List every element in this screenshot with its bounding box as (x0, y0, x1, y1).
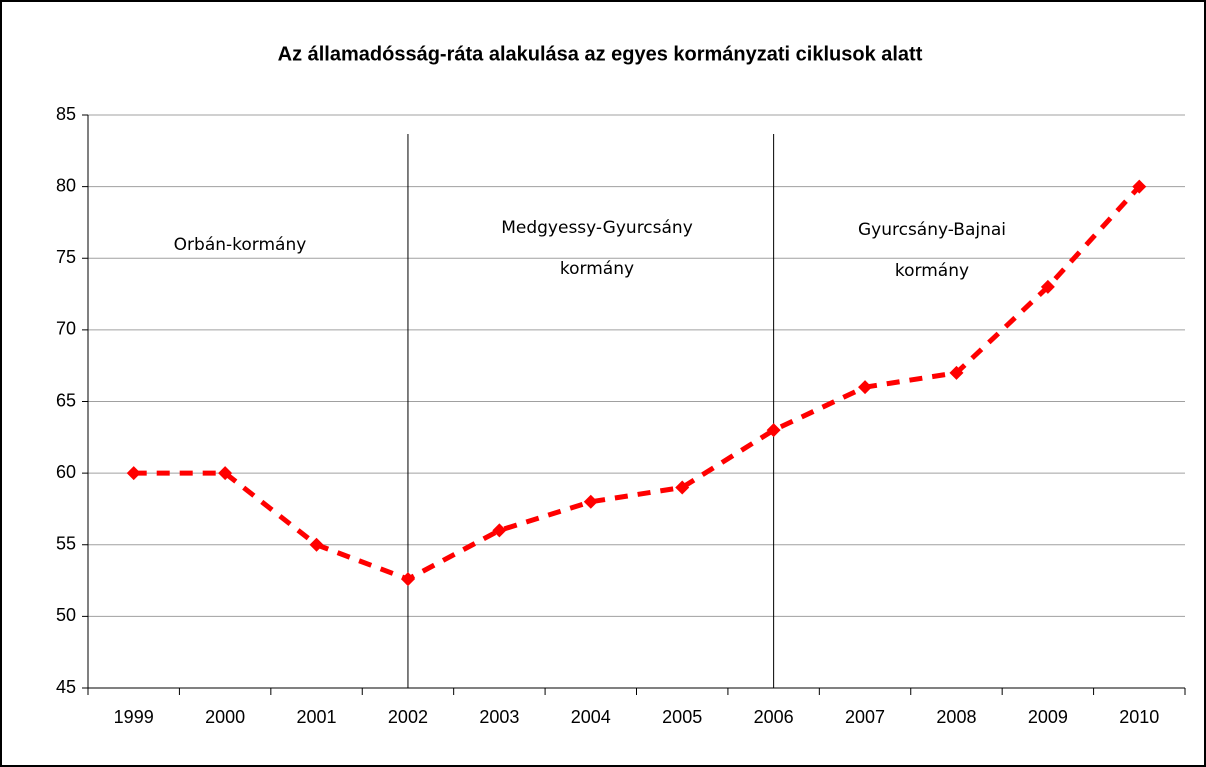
data-point (1132, 179, 1147, 194)
x-tick-label: 2006 (754, 707, 794, 727)
y-tick-label: 45 (56, 677, 76, 697)
data-line (133, 184, 1142, 582)
data-point (766, 423, 781, 438)
x-tick-label: 2001 (297, 707, 337, 727)
y-tick-label: 80 (56, 175, 76, 195)
data-point (675, 480, 690, 495)
annotation: Orbán-kormány (174, 235, 307, 255)
x-tick-label: 2003 (479, 707, 519, 727)
data-point (949, 365, 964, 380)
data-point (1040, 279, 1055, 294)
annotation: kormány (895, 261, 969, 281)
annotation: kormány (560, 259, 634, 279)
y-tick-label: 70 (56, 319, 76, 339)
y-tick-label: 75 (56, 247, 76, 267)
data-point (400, 572, 415, 587)
x-tick-label: 2007 (845, 707, 885, 727)
x-tick-label: 1999 (114, 707, 154, 727)
data-point (583, 494, 598, 509)
x-tick-label: 2000 (205, 707, 245, 727)
y-tick-label: 50 (56, 605, 76, 625)
data-point (858, 380, 873, 395)
annotation: Medgyessy-Gyurcsány (501, 218, 693, 238)
data-point (126, 466, 141, 481)
y-tick-label: 65 (56, 390, 76, 410)
x-tick-label: 2010 (1119, 707, 1159, 727)
x-tick-label: 2002 (388, 707, 428, 727)
x-tick-label: 2009 (1028, 707, 1068, 727)
x-tick-label: 2005 (662, 707, 702, 727)
x-tick-label: 2004 (571, 707, 611, 727)
y-tick-label: 85 (56, 104, 76, 124)
chart-title: Az államadósság-ráta alakulása az egyes … (278, 43, 923, 65)
x-tick-label: 2008 (936, 707, 976, 727)
y-tick-label: 60 (56, 462, 76, 482)
data-point (309, 537, 324, 552)
y-tick-label: 55 (56, 534, 76, 554)
annotation: Gyurcsány-Bajnai (858, 220, 1006, 240)
data-point (218, 466, 233, 481)
data-point (492, 523, 507, 538)
